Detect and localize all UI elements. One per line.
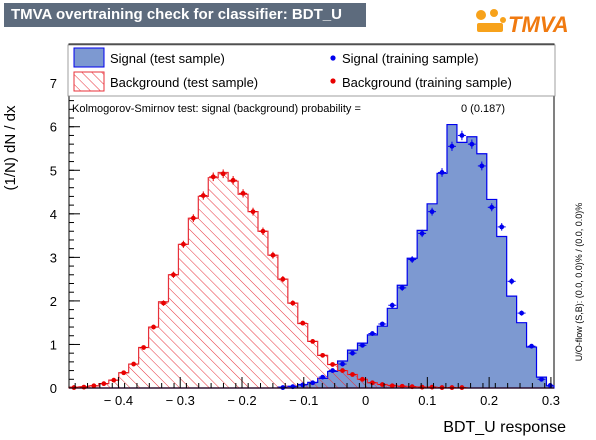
signal-training-point	[487, 203, 496, 212]
legend: Signal (test sample) Background (test sa…	[67, 44, 556, 97]
background-training-point	[89, 383, 98, 389]
signal-training-point	[447, 141, 456, 151]
plot-title: TMVA overtraining check for classifier: …	[4, 3, 366, 27]
x-tick-label: − 0.1	[289, 393, 318, 408]
background-training-point	[308, 339, 317, 344]
x-tick-label: 0.1	[418, 393, 436, 408]
background-training-point	[318, 352, 327, 358]
signal-training-point	[308, 380, 317, 386]
x-axis-title: BDT_U response	[443, 419, 566, 436]
background-training-point	[298, 320, 307, 326]
y-tick-label: 4	[50, 207, 57, 222]
legend-label-signal-test: Signal (test sample)	[110, 51, 225, 66]
y-tick-label: 2	[50, 294, 57, 309]
background-test-histogram	[68, 171, 554, 389]
background-training-point	[258, 227, 267, 235]
background-training-point	[368, 380, 377, 386]
ks-test-text: Kolmogorov-Smirnov test: signal (backgro…	[72, 103, 361, 115]
x-tick-label: − 0.3	[166, 393, 195, 408]
signal-training-point	[497, 223, 506, 231]
signal-training-point	[368, 331, 377, 336]
signal-training-point	[537, 376, 546, 382]
signal-training-point	[388, 302, 397, 308]
x-tick-label: − 0.2	[227, 393, 256, 408]
signal-training-point	[348, 350, 357, 356]
background-training-point	[119, 370, 128, 376]
signal-training-point	[378, 321, 387, 327]
y-tick-label: 0	[50, 381, 57, 396]
ks-test-value: 0 (0.187)	[461, 103, 505, 115]
background-training-point	[209, 172, 218, 182]
background-training-point	[348, 372, 357, 377]
background-training-point	[139, 345, 148, 350]
logo-text: TMVA	[508, 12, 569, 37]
signal-training-point	[457, 130, 466, 141]
logo-dots-icon	[476, 9, 506, 32]
background-training-point	[378, 382, 387, 387]
signal-training-point	[358, 342, 367, 348]
background-training-point	[149, 324, 158, 330]
y-tick-label: 6	[50, 120, 57, 135]
background-training-point	[199, 191, 208, 200]
y-tick-label: 3	[50, 250, 57, 265]
legend-box	[67, 44, 556, 97]
background-training-point	[338, 368, 347, 373]
background-training-point	[179, 240, 188, 248]
legend-label-signal-training: Signal (training sample)	[342, 51, 479, 66]
training-markers	[70, 130, 553, 390]
y-tick-label: 7	[50, 76, 57, 91]
legend-label-background-training: Background (training sample)	[342, 75, 512, 90]
signal-training-point	[398, 284, 407, 291]
signal-training-point	[477, 161, 486, 171]
background-training-point	[229, 176, 238, 185]
background-training-point	[159, 300, 168, 306]
y-tick-label: 1	[50, 337, 57, 352]
axes: − 0.4 − 0.3 − 0.2 − 0.1 0 0.1 0.2 0.3 0 1 2 3 4 5 6 7	[50, 44, 560, 408]
legend-marker-background-training	[330, 78, 336, 84]
legend-label-background-test: Background (test sample)	[110, 75, 258, 90]
overflow-text: U/O-flow (S,B): (0.0, 0.0)% / (0.0, 0.0)…	[574, 203, 584, 362]
background-training-point	[99, 381, 108, 387]
background-training-point	[109, 377, 118, 383]
background-training-point	[169, 271, 178, 278]
signal-training-point	[527, 343, 536, 349]
y-axis-title: (1/N) dN / dx	[2, 105, 19, 191]
legend-swatch-signal-test	[73, 47, 105, 68]
background-training-point	[189, 214, 198, 223]
signal-training-point	[428, 207, 437, 216]
signal-training-point	[517, 310, 526, 316]
x-tick-label: 0	[362, 393, 369, 408]
background-training-point	[249, 207, 257, 216]
background-training-point	[268, 251, 277, 259]
background-test-area	[68, 171, 554, 389]
x-tick-label: 0.2	[480, 393, 498, 408]
signal-training-point	[467, 139, 476, 149]
signal-training-point	[547, 382, 553, 388]
background-training-point	[288, 300, 297, 306]
signal-training-point	[338, 361, 347, 367]
y-tick-label: 5	[50, 163, 57, 178]
signal-training-point	[438, 168, 446, 177]
signal-training-point	[507, 278, 516, 285]
background-training-point	[219, 169, 228, 179]
background-training-point	[129, 361, 138, 367]
x-tick-label: − 0.4	[104, 393, 133, 408]
tmva-logo: TMVA	[476, 9, 569, 37]
signal-training-point	[408, 256, 417, 263]
legend-marker-signal-training	[330, 55, 336, 61]
background-training-point	[388, 383, 397, 389]
background-training-point	[278, 276, 287, 283]
background-training-point	[398, 383, 407, 389]
legend-swatch-background-test	[73, 71, 105, 92]
x-tick-label: 0.3	[542, 393, 560, 408]
background-training-point	[239, 189, 248, 198]
signal-training-point	[318, 374, 327, 380]
background-training-point	[328, 362, 337, 367]
signal-training-point	[418, 229, 427, 238]
signal-training-point	[328, 368, 337, 373]
